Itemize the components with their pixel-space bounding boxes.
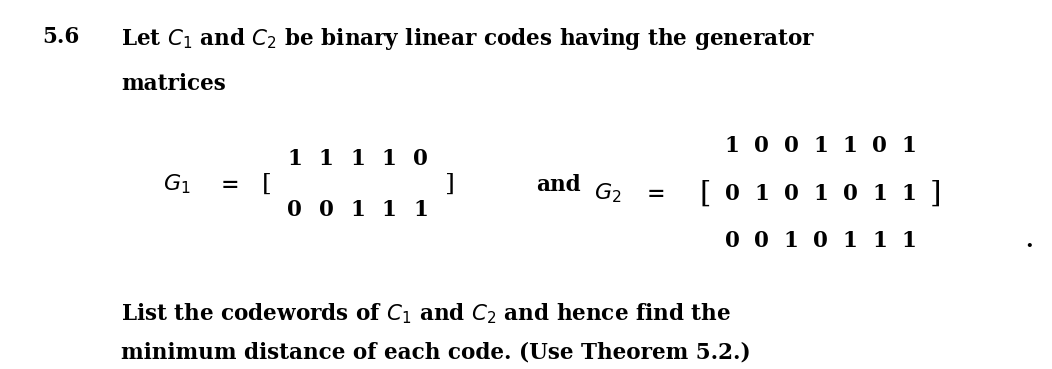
Text: =: = — [221, 173, 240, 196]
Text: 5.6: 5.6 — [42, 25, 80, 48]
Text: 1: 1 — [872, 230, 887, 252]
Text: 1: 1 — [754, 183, 769, 205]
Text: [: [ — [262, 173, 271, 196]
Text: 0: 0 — [754, 135, 769, 157]
Text: Let $C_1$ and $C_2$ be binary linear codes having the generator: Let $C_1$ and $C_2$ be binary linear cod… — [121, 25, 815, 52]
Text: 0: 0 — [725, 230, 740, 252]
Text: minimum distance of each code. (Use Theorem 5.2.): minimum distance of each code. (Use Theo… — [121, 342, 751, 364]
Text: 0: 0 — [287, 199, 302, 221]
Text: matrices: matrices — [121, 73, 226, 95]
Text: 1: 1 — [287, 148, 302, 170]
Text: 1: 1 — [872, 183, 887, 205]
Text: 1: 1 — [813, 135, 828, 157]
Text: 1: 1 — [843, 135, 857, 157]
Text: 1: 1 — [843, 230, 857, 252]
Text: 1: 1 — [350, 148, 365, 170]
Text: 0: 0 — [319, 199, 333, 221]
Text: 1: 1 — [413, 199, 428, 221]
Text: ]: ] — [444, 173, 453, 196]
Text: 1: 1 — [902, 230, 916, 252]
Text: 1: 1 — [350, 199, 365, 221]
Text: 1: 1 — [725, 135, 740, 157]
Text: 1: 1 — [319, 148, 333, 170]
Text: 0: 0 — [725, 183, 740, 205]
Text: $G_1$: $G_1$ — [163, 173, 190, 196]
Text: 1: 1 — [382, 199, 397, 221]
Text: .: . — [1026, 230, 1033, 252]
Text: 1: 1 — [902, 135, 916, 157]
Text: 0: 0 — [754, 230, 769, 252]
Text: 0: 0 — [784, 135, 798, 157]
Text: ]: ] — [930, 180, 942, 208]
Text: $G_2$: $G_2$ — [594, 182, 622, 206]
Text: =: = — [647, 183, 666, 205]
Text: 0: 0 — [843, 183, 857, 205]
Text: 1: 1 — [902, 183, 916, 205]
Text: 0: 0 — [784, 183, 798, 205]
Text: and: and — [537, 173, 581, 196]
Text: 0: 0 — [813, 230, 828, 252]
Text: List the codewords of $C_1$ and $C_2$ and hence find the: List the codewords of $C_1$ and $C_2$ an… — [121, 301, 731, 326]
Text: 0: 0 — [872, 135, 887, 157]
Text: 1: 1 — [784, 230, 798, 252]
Text: 0: 0 — [413, 148, 428, 170]
Text: 1: 1 — [813, 183, 828, 205]
Text: [: [ — [700, 180, 711, 208]
Text: 1: 1 — [382, 148, 397, 170]
